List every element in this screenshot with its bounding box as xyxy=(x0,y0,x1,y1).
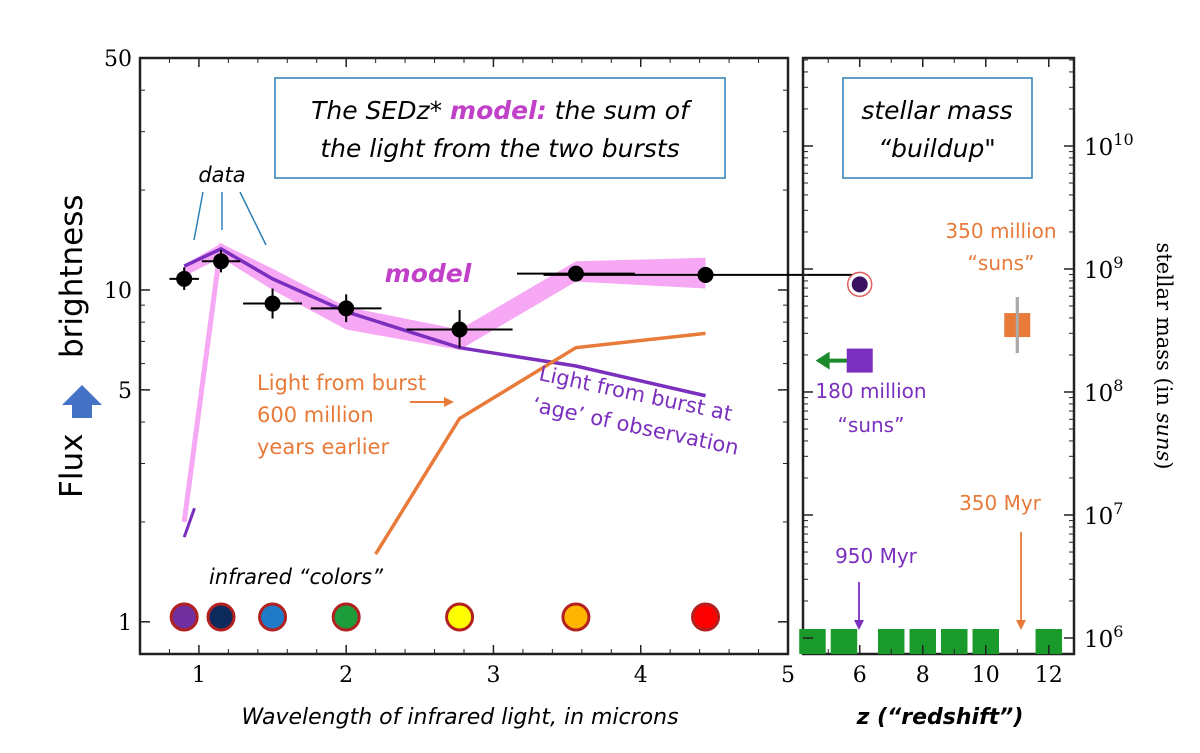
data-points-layer xyxy=(169,249,868,348)
model-annotation: model xyxy=(385,259,472,288)
left-title-part-3: the sum of xyxy=(547,96,692,125)
right-title-line-2: “buildup" xyxy=(878,134,996,163)
data-point xyxy=(567,265,584,282)
filter-dot xyxy=(561,602,591,632)
right-x-tick-label: 6 xyxy=(853,663,867,688)
filter-dots-layer xyxy=(169,602,721,632)
right-panel: 6 8 10 12 106 107 108 109 1010 stellar mass “bui… xyxy=(799,56,1176,730)
colors-label: infrared “colors” xyxy=(209,565,384,589)
right-y-tick-label: 106 xyxy=(1084,622,1123,653)
right-axes-layer: 6 8 10 12 106 107 108 109 1010 xyxy=(803,58,1134,688)
y-tick-label: 5 xyxy=(118,379,132,404)
y-axis-title: Flux brightness xyxy=(54,194,102,498)
data-annotation: data xyxy=(198,163,245,187)
histogram-bar xyxy=(799,629,826,654)
right-x-tick-label: 12 xyxy=(1035,663,1063,688)
orange-annotation-line-1: Light from burst xyxy=(257,371,426,395)
x-axis-title: Wavelength of infrared light, in microns xyxy=(241,705,678,730)
data-pointer-3 xyxy=(239,191,267,246)
model-rise-line xyxy=(181,243,224,523)
right-plot-frame xyxy=(801,56,1076,656)
filter-dot xyxy=(445,602,475,632)
y-tick-label: 50 xyxy=(104,47,132,72)
purple-age-label: 950 Myr xyxy=(835,544,918,568)
right-x-axis-title: z (“redshift”) xyxy=(856,705,1024,730)
left-title-part-1: The SEDz* xyxy=(311,96,450,125)
right-y-tick-label: 109 xyxy=(1084,253,1123,284)
data-point xyxy=(338,300,355,317)
purple-tail-line xyxy=(182,507,196,538)
y-tick-label: 10 xyxy=(104,279,132,304)
orange-mass-label-1: 350 million xyxy=(945,219,1056,243)
purple-annotation: Light from burst at ‘age’ of observation xyxy=(530,361,741,459)
right-y-tick-label: 1010 xyxy=(1084,130,1134,161)
filter-dot xyxy=(331,602,361,632)
data-point xyxy=(176,270,193,287)
data-point xyxy=(451,321,468,338)
left-axes-layer: 1 2 3 4 5 1 5 10 50 xyxy=(104,47,795,688)
filter-dot xyxy=(691,602,721,632)
left-title-box xyxy=(274,77,726,179)
histogram-layer xyxy=(799,629,1063,654)
right-y-axis-title: stellar mass (in suns) xyxy=(1152,243,1176,470)
orange-annotation-line-2: 600 million xyxy=(257,403,374,427)
y-axis-title-brightness: brightness xyxy=(54,194,90,358)
purple-square-point xyxy=(846,348,873,373)
histogram-bar xyxy=(830,629,858,654)
right-y-tick-label: 107 xyxy=(1084,499,1123,530)
up-arrow-icon xyxy=(62,385,102,418)
right-x-tick-label: 10 xyxy=(972,663,1000,688)
right-title-line-1: stellar mass xyxy=(861,96,1012,125)
right-title-box xyxy=(842,77,1033,179)
mass-points-layer xyxy=(815,271,1031,373)
left-title-line-1: The SEDz* model: the sum of xyxy=(311,96,692,125)
orange-age-label: 350 Myr xyxy=(959,491,1042,515)
purple-mass-label-1: 180 million xyxy=(815,379,926,403)
dark-circle-point xyxy=(851,276,868,293)
x-tick-label: 4 xyxy=(634,663,648,688)
data-point xyxy=(264,295,281,312)
x-tick-label: 1 xyxy=(192,663,206,688)
purple-mass-label-2: “suns” xyxy=(838,413,905,437)
filter-dot xyxy=(169,602,199,632)
orange-annotation-line-3: years earlier xyxy=(257,435,389,459)
y-tick-label: 1 xyxy=(118,611,132,636)
data-point xyxy=(697,266,714,283)
right-y-tick-label: 108 xyxy=(1084,376,1123,407)
left-arrow-icon xyxy=(815,351,830,370)
right-x-tick-label: 8 xyxy=(916,663,930,688)
x-tick-label: 5 xyxy=(781,663,795,688)
orange-line xyxy=(374,331,706,556)
left-title-model-word: model: xyxy=(450,96,547,125)
filter-dot xyxy=(206,602,236,632)
orange-mass-label-2: “suns” xyxy=(968,251,1035,275)
x-tick-label: 3 xyxy=(486,663,500,688)
x-tick-label: 2 xyxy=(339,663,353,688)
data-pointer-1 xyxy=(193,191,204,241)
filter-dot xyxy=(258,602,288,632)
y-axis-title-flux: Flux xyxy=(54,434,90,498)
data-point xyxy=(213,253,229,270)
left-title-line-2: the light from the two bursts xyxy=(320,134,679,163)
